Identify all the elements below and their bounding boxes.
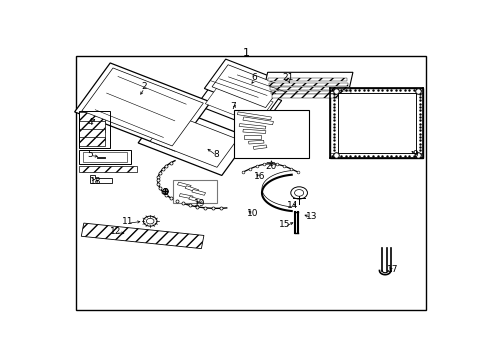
Polygon shape	[150, 113, 237, 167]
Text: 4: 4	[87, 118, 93, 127]
Polygon shape	[268, 82, 347, 86]
Polygon shape	[243, 117, 273, 125]
Polygon shape	[75, 63, 210, 151]
Bar	[233, 110, 309, 158]
Polygon shape	[184, 186, 198, 192]
Polygon shape	[253, 145, 266, 149]
Text: 7: 7	[230, 103, 236, 112]
Polygon shape	[269, 87, 349, 90]
Text: 12: 12	[109, 227, 121, 236]
Text: 2: 2	[142, 82, 147, 91]
Polygon shape	[267, 78, 346, 81]
Polygon shape	[270, 91, 350, 94]
Text: 17: 17	[386, 265, 398, 274]
Text: 10: 10	[246, 209, 258, 218]
Polygon shape	[138, 105, 249, 175]
Text: 6: 6	[251, 73, 257, 82]
Polygon shape	[79, 112, 104, 124]
Polygon shape	[191, 189, 205, 195]
Polygon shape	[177, 182, 191, 188]
Polygon shape	[79, 129, 104, 140]
Text: 13: 13	[305, 212, 316, 221]
Polygon shape	[244, 135, 261, 139]
Polygon shape	[337, 93, 415, 153]
Polygon shape	[212, 65, 281, 108]
Polygon shape	[81, 223, 203, 249]
Polygon shape	[79, 166, 137, 172]
Text: 1: 1	[243, 48, 250, 58]
Text: 19: 19	[193, 199, 205, 208]
Polygon shape	[79, 150, 131, 164]
Polygon shape	[83, 152, 127, 162]
Text: 5: 5	[87, 150, 93, 158]
Text: 3: 3	[162, 188, 168, 197]
Text: 8: 8	[213, 150, 219, 158]
Text: 21: 21	[282, 73, 294, 82]
Text: 18: 18	[89, 177, 101, 186]
Text: 9: 9	[412, 150, 418, 158]
Text: 14: 14	[286, 201, 297, 210]
Text: 16: 16	[254, 172, 265, 181]
Polygon shape	[329, 87, 422, 158]
Polygon shape	[272, 94, 351, 98]
Polygon shape	[188, 197, 202, 203]
Polygon shape	[243, 129, 265, 134]
Polygon shape	[205, 82, 273, 124]
Polygon shape	[262, 72, 352, 97]
Polygon shape	[79, 137, 104, 147]
Polygon shape	[237, 112, 271, 120]
Polygon shape	[239, 123, 265, 129]
Polygon shape	[248, 140, 264, 144]
Text: 15: 15	[278, 220, 290, 229]
Polygon shape	[89, 175, 112, 183]
Polygon shape	[179, 194, 193, 199]
Bar	[173, 180, 216, 203]
Text: 11: 11	[122, 217, 133, 226]
Polygon shape	[81, 68, 203, 146]
Text: 20: 20	[265, 162, 277, 171]
Polygon shape	[196, 76, 281, 130]
Polygon shape	[204, 59, 289, 113]
Polygon shape	[79, 121, 104, 132]
